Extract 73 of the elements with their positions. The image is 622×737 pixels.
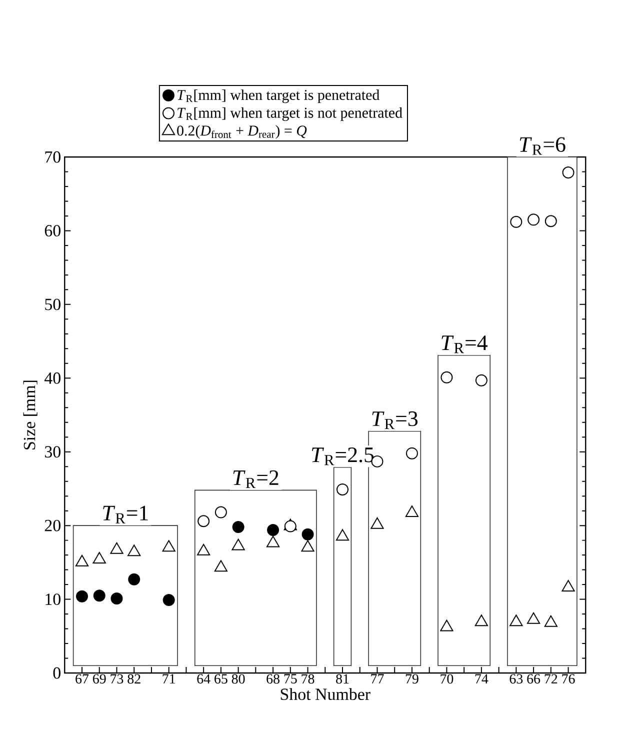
x-tick-label: 63	[510, 674, 523, 684]
band-label: T$_{R}$=1	[103, 506, 148, 524]
x-tick-label: 81	[336, 674, 349, 684]
point	[197, 544, 210, 556]
point	[302, 528, 314, 540]
point	[266, 536, 280, 548]
band-label: T$_{R}$=3	[372, 411, 418, 430]
point	[267, 524, 280, 536]
x-tick-label: 78	[302, 674, 314, 684]
y-tick-label: 0	[53, 667, 60, 679]
point	[76, 590, 88, 602]
x-tick-label: 80	[232, 674, 245, 684]
point	[232, 521, 244, 534]
band-label: T$_{R}$=2	[233, 470, 278, 488]
point	[544, 215, 557, 228]
legend-label: T$_{R}$[mm] when target is not penetrated	[178, 107, 402, 121]
point	[526, 612, 540, 624]
point	[336, 529, 350, 541]
x-tick-label: 76	[562, 674, 575, 684]
x-tick-label: 74	[475, 674, 488, 684]
point	[336, 483, 349, 496]
x-tick-label: 70	[440, 674, 454, 684]
y-tick-label: 40	[44, 372, 60, 384]
y-tick-label: 50	[45, 298, 60, 310]
x-tick-label: 77	[371, 674, 384, 684]
band-label: T$_{R}$=4	[442, 336, 488, 354]
x-tick-label: 68	[266, 674, 280, 684]
point	[92, 552, 106, 564]
point	[440, 620, 454, 632]
x-tick-label: 66	[527, 674, 540, 684]
band-label: T$_{R}$=6	[520, 137, 566, 155]
x-tick-label: 73	[110, 674, 124, 684]
x-tick-label: 64	[197, 674, 210, 684]
x-tick-label: 82	[128, 674, 140, 684]
x-axis-title: Shot Number	[280, 688, 370, 700]
point	[405, 506, 419, 518]
legend-label: 0.2(D$_{front}$ + D$_{rear}$) = Q	[177, 125, 307, 139]
point	[301, 540, 314, 552]
x-tick-label: 72	[544, 674, 558, 684]
x-tick-label: 75	[284, 674, 297, 684]
point	[510, 216, 522, 228]
band-label: T$_{R}$=2.5	[312, 448, 374, 466]
x-tick-label: 71	[162, 674, 175, 684]
point	[214, 560, 228, 572]
point	[510, 614, 523, 626]
point	[440, 371, 453, 384]
point	[110, 542, 124, 554]
x-tick-label: 67	[76, 674, 89, 684]
legend-label: T$_{R}$[mm] when target is penetrated	[178, 90, 380, 104]
y-tick-label: 20	[44, 520, 60, 532]
point	[128, 573, 140, 586]
x-tick-label: 65	[214, 674, 228, 684]
x-tick-label: 69	[92, 674, 106, 684]
point	[232, 538, 245, 550]
point	[562, 580, 575, 592]
y-tick-label: 10	[46, 594, 60, 606]
y-tick-label: 70	[45, 151, 60, 163]
point	[75, 554, 89, 566]
point	[198, 515, 210, 528]
y-tick-label: 60	[44, 224, 60, 236]
point	[406, 447, 418, 460]
x-tick-label: 79	[406, 674, 418, 684]
point	[214, 506, 227, 518]
point	[544, 615, 558, 627]
point	[562, 166, 574, 178]
point	[475, 374, 488, 386]
y-tick-label: 30	[44, 446, 60, 458]
point	[474, 614, 488, 626]
point	[128, 544, 141, 556]
point	[370, 517, 384, 529]
y-axis-title: Size [mm]	[23, 380, 38, 450]
point	[528, 214, 540, 226]
point	[162, 540, 176, 552]
